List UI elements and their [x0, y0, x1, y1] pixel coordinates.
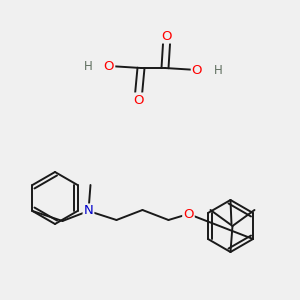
- Text: H: H: [84, 59, 92, 73]
- Text: O: O: [192, 64, 202, 76]
- Text: O: O: [104, 59, 114, 73]
- Text: O: O: [133, 94, 143, 106]
- Text: O: O: [183, 208, 194, 220]
- Text: H: H: [214, 64, 222, 76]
- Text: N: N: [84, 205, 93, 218]
- Text: O: O: [162, 29, 172, 43]
